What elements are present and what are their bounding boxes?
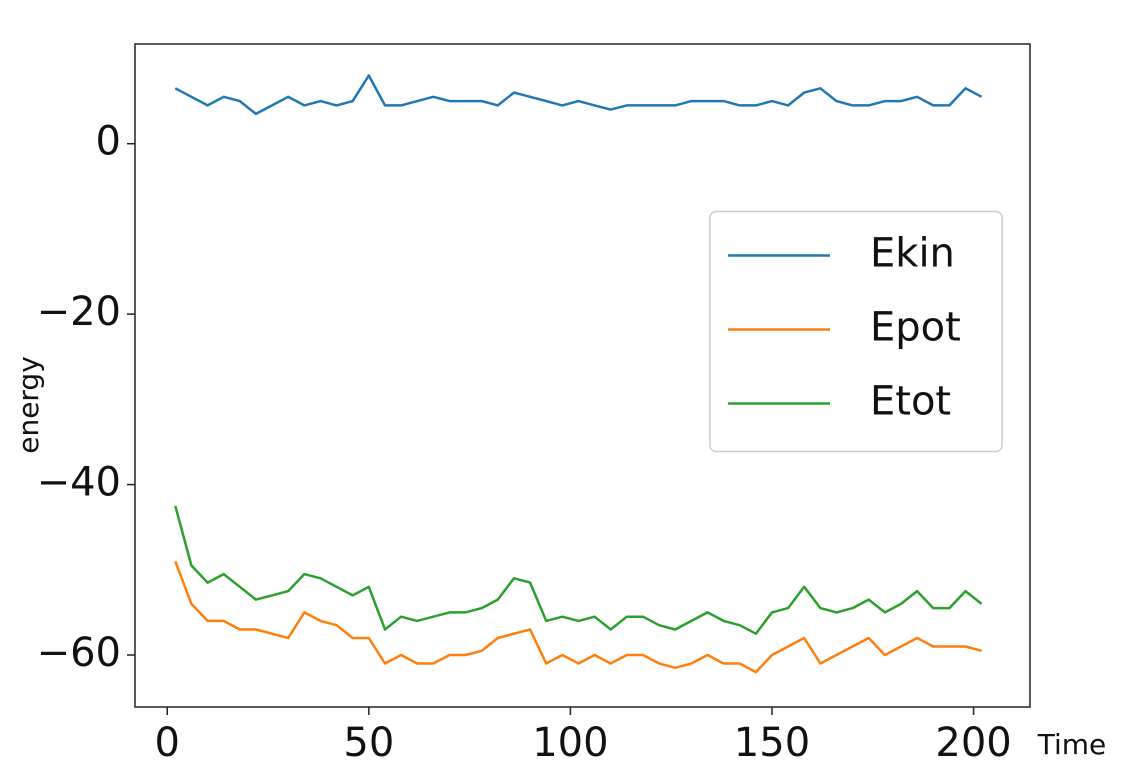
y-tick-label: −60 [37, 630, 121, 676]
y-tick-label: −40 [37, 460, 121, 506]
legend-box [709, 210, 1003, 453]
series-line [174, 560, 982, 674]
x-tick-label: 0 [155, 720, 180, 766]
legend-label: Etot [870, 379, 951, 425]
y-axis-label: energy [12, 356, 45, 454]
legend-label: Epot [870, 305, 961, 351]
x-axis-label: Time [1037, 728, 1107, 761]
series-line [174, 505, 983, 635]
legend-label: Ekin [870, 231, 955, 277]
y-tick-label: −20 [37, 289, 121, 335]
series-line [174, 74, 983, 116]
x-tick-label: 150 [734, 720, 810, 766]
x-tick-label: 200 [935, 720, 1011, 766]
x-tick-label: 50 [343, 720, 394, 766]
plot-frame [134, 43, 1031, 708]
y-tick-label: 0 [96, 119, 121, 165]
x-tick-label: 100 [532, 720, 608, 766]
